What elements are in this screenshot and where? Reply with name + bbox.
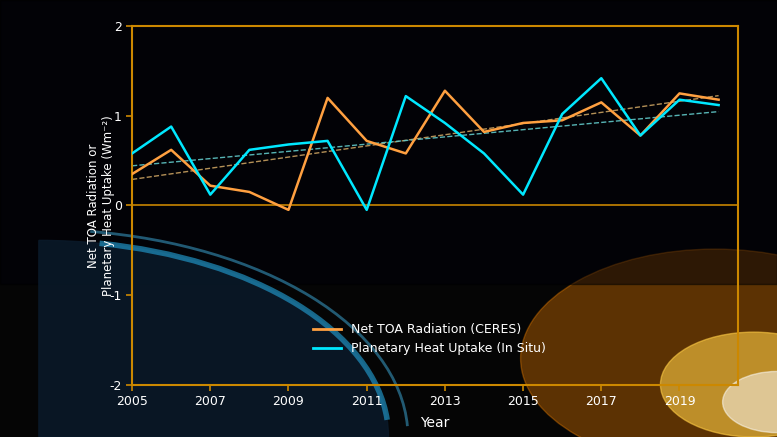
Circle shape [723,371,777,433]
Wedge shape [39,240,389,437]
X-axis label: Year: Year [420,416,450,430]
Circle shape [521,249,777,437]
Circle shape [660,332,777,437]
FancyBboxPatch shape [0,0,777,284]
Y-axis label: Net TOA Radiation or
Planetary Heat Uptake (Wm⁻²): Net TOA Radiation or Planetary Heat Upta… [87,115,115,296]
Legend: Net TOA Radiation (CERES), Planetary Heat Uptake (In Situ): Net TOA Radiation (CERES), Planetary Hea… [308,318,550,361]
